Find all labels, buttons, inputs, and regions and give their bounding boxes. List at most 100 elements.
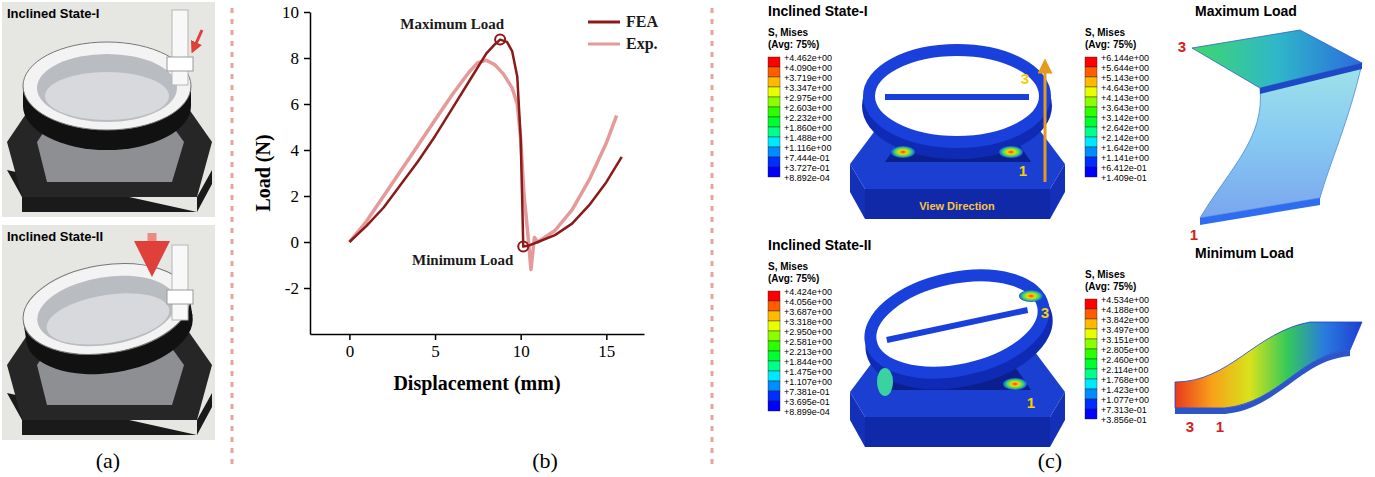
colorbar-band [1085,97,1097,107]
tick-mark [435,334,437,340]
colorbar: S, Mises(Avg: 75%)+4.424e+00+4.056e+00+3… [768,261,832,417]
colorbar-subtitle: (Avg: 75%) [768,273,819,284]
colorbar-band [768,137,780,147]
colorbar-band [1085,57,1097,67]
panel-label: (c) [1038,448,1062,473]
fea-strip: 31 [1175,322,1362,435]
colorbar-band [1085,299,1097,309]
colorbar-label: +3.318e+00 [784,317,832,327]
tick-label: 6 [291,95,300,114]
colorbar-band [768,77,780,87]
stress-hotspot [999,146,1023,158]
colorbar-label: +3.497e+00 [1101,325,1149,335]
ring-inner [32,266,181,355]
tick: 5 [431,334,440,361]
colorbar-band [1085,359,1097,369]
tick-label: 2 [291,187,300,206]
colorbar-label: +8.892e-04 [784,173,830,183]
colorbar-band [768,107,780,117]
colorbar-band [768,147,780,157]
colorbar-label: +2.581e+00 [784,337,832,347]
legend-swatch [588,43,620,46]
photo-title: Inclined State-I [7,6,99,21]
colorbar-label: +5.143e+00 [1101,73,1149,83]
colorbar-label: +4.188e+00 [1101,305,1149,315]
colorbar-band [768,401,780,411]
colorbar-band [1085,379,1097,389]
panel-title: Minimum Load [1195,245,1294,261]
tick-mark [304,12,310,14]
colorbar-band [1085,309,1097,319]
ring-inner [37,54,177,122]
colorbar-band [768,127,780,137]
colorbar-band [1085,157,1097,167]
node-number: 3 [1021,70,1029,87]
colorbar-band [768,331,780,341]
y-axis: -20246810 [282,3,311,335]
node-number: 1 [1019,162,1027,179]
tick-label: 8 [291,49,300,68]
colorbar-band [768,117,780,127]
node-number: 3 [1178,38,1186,55]
colorbar-label: +4.462e+00 [784,53,832,63]
tick-mark [304,288,310,290]
base-front [865,189,1050,219]
colorbar-band [1085,349,1097,359]
colorbar-label: +5.644e+00 [1101,63,1149,73]
colorbar-label: +1.844e+00 [784,357,832,367]
ring [23,42,191,150]
tick-label: -2 [285,279,299,298]
colorbar-band [768,57,780,67]
tick: 6 [291,95,311,114]
base-front [865,417,1050,447]
colorbar-band [1085,409,1097,419]
ring-floor [45,72,169,120]
tick-label: 0 [346,342,355,361]
ring [869,50,1045,152]
chart: 051015-20246810Displacement (mm)Load (N)… [252,3,658,395]
strip-top [1192,30,1362,88]
annotation-marker [495,35,505,45]
tick-mark [304,242,310,244]
legend-swatch [588,21,620,24]
tick-mark [520,334,522,340]
fea-strip: 31 [1178,30,1362,243]
tick-mark [304,58,310,60]
colorbar-band [1085,399,1097,409]
annotation: Maximum Load [400,16,504,32]
photo-title: Inclined State-II [7,229,103,244]
colorbar-label: +2.114e+00 [1101,365,1148,375]
colorbar-subtitle: (Avg: 75%) [1085,281,1136,292]
axis-line [310,13,312,335]
tick: 15 [598,334,615,361]
tick-label: 10 [282,3,299,22]
photo-background [2,225,215,440]
tick: 2 [291,187,311,206]
photo: Inclined State-I [2,2,215,217]
colorbar-band [1085,369,1097,379]
ring-web [885,94,1029,100]
colorbar-label: +1.409e-01 [1101,173,1147,183]
colorbar-band [768,391,780,401]
fea-model: 31 [850,261,1065,447]
ring-top [17,252,197,365]
colorbar-label: +2.213e+00 [784,347,832,357]
colorbar-band [768,321,780,331]
colorbar-label: +3.643e+00 [1101,103,1149,113]
colorbar-title: S, Mises [1085,269,1125,280]
tick-label: 15 [598,342,615,361]
colorbar-band [1085,389,1097,399]
panel-title: Inclined State-II [768,237,871,253]
legend-label: Exp. [626,35,658,53]
colorbar-label: +1.116e+00 [784,143,831,153]
panel-title: Maximum Load [1195,3,1297,19]
ring-top [869,50,1045,142]
stress-hotspot [1003,378,1027,390]
colorbar-label: +4.424e+00 [784,287,832,297]
photo: Inclined State-II [2,225,215,440]
colorbar-label: +6.144e+00 [1101,53,1149,63]
colorbar-band [1085,127,1097,137]
colorbar-label: +2.950e+00 [784,327,832,337]
colorbar-band [768,167,780,177]
tick: 8 [291,49,311,68]
